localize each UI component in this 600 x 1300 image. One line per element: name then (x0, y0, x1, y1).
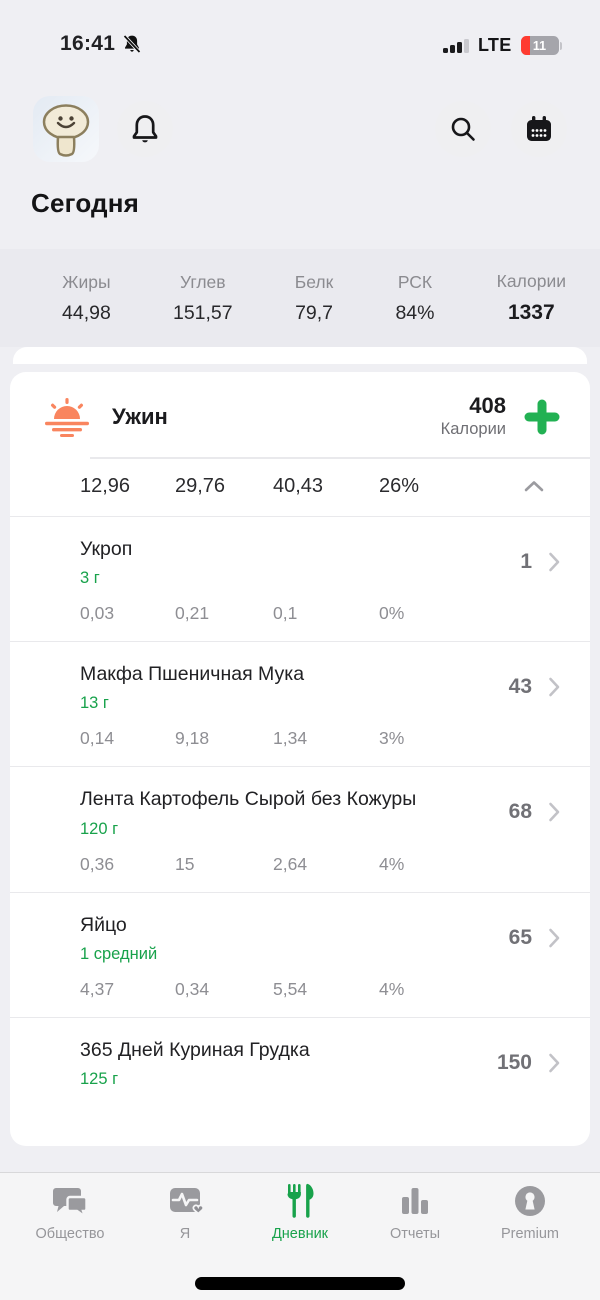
summary-carbs: Углев 151,57 (172, 272, 233, 324)
page-title: Сегодня (31, 188, 140, 218)
notifications-muted-icon (121, 33, 143, 55)
status-bar: 16:41 LTE 11 (0, 0, 600, 62)
tab-community[interactable]: Общество (18, 1182, 122, 1300)
food-calories: 150 (496, 1051, 532, 1075)
food-portion: 1 средний (80, 944, 158, 963)
fork-knife-icon (283, 1182, 317, 1220)
calendar-icon (524, 114, 554, 144)
health-pulse-icon (167, 1182, 203, 1220)
meal-calories-label: Калории (440, 420, 506, 439)
food-rda: 0% (379, 603, 405, 623)
food-item[interactable]: Укроп 3 г 1 0,03 0,21 0,1 0% (10, 515, 590, 641)
tab-reports[interactable]: Отчеты (363, 1182, 467, 1300)
collapse-meal-button[interactable] (520, 476, 548, 496)
meal-card-header: Ужин 408 Калории (10, 372, 590, 457)
summary-rda: РСК 84% (395, 272, 435, 324)
food-macros-row: 0,03 0,21 0,1 0% (10, 603, 590, 624)
food-fat: 4,37 (80, 978, 115, 999)
sunset-icon (44, 397, 90, 437)
food-protein: 2,64 (273, 853, 308, 874)
battery-icon: 11 (520, 36, 562, 55)
tab-me[interactable]: Я (133, 1182, 237, 1300)
cellular-signal-icon (442, 38, 469, 53)
plus-icon (523, 398, 561, 436)
food-item[interactable]: 365 Дней Куриная Грудка 125 г 150 (10, 1016, 590, 1106)
scrolled-card-edge (13, 347, 587, 364)
food-carbs: 15 (175, 853, 195, 874)
chevron-right-icon (548, 677, 560, 697)
meal-protein: 40,43 (273, 474, 324, 497)
add-food-button[interactable] (522, 397, 562, 437)
food-name: Яйцо (80, 913, 127, 936)
food-fat: 0,03 (80, 603, 115, 623)
bar-chart-icon (398, 1182, 432, 1220)
food-item[interactable]: Лента Картофель Сырой без Кожуры 120 г 6… (10, 766, 590, 891)
chevron-right-icon (548, 1053, 560, 1073)
food-portion: 3 г (80, 569, 100, 587)
meal-carbs: 29,76 (175, 474, 226, 497)
tab-bar: Общество Я Дневник (0, 1172, 600, 1300)
notifications-button[interactable] (117, 101, 173, 157)
food-rda: 3% (379, 728, 405, 749)
chevron-up-icon (524, 480, 544, 492)
food-carbs: 9,18 (175, 728, 210, 749)
app-header (33, 96, 567, 162)
food-name: Укроп (80, 537, 133, 560)
summary-protein: Белк 79,7 (294, 272, 334, 324)
daily-summary-bar[interactable]: Жиры 44,98 Углев 151,57 Белк 79,7 РСК 84… (0, 249, 600, 347)
chevron-right-icon (548, 928, 560, 948)
summary-calories: Калории 1337 (496, 271, 566, 324)
food-item[interactable]: Макфа Пшеничная Мука 13 г 43 0,14 9,18 1… (10, 641, 590, 766)
food-fat: 0,36 (80, 853, 115, 874)
chevron-right-icon (548, 552, 560, 572)
chat-bubbles-icon (52, 1182, 88, 1220)
search-button[interactable] (435, 101, 491, 157)
food-name: Макфа Пшеничная Мука (80, 663, 305, 685)
food-protein: 5,54 (273, 978, 308, 999)
food-macros-row: 0,36 15 2,64 4% (10, 854, 590, 875)
food-carbs: 0,21 (175, 603, 210, 623)
food-rda: 4% (379, 853, 405, 874)
summary-fat: Жиры 44,98 (62, 272, 111, 324)
food-portion: 125 г (80, 1070, 119, 1089)
calendar-button[interactable] (511, 101, 567, 157)
chevron-right-icon (548, 802, 560, 822)
meal-calories-value: 408 (469, 393, 506, 418)
food-calories: 68 (508, 800, 532, 824)
meal-macros-row: 12,96 29,76 40,43 26% (10, 459, 590, 516)
food-name: Лента Картофель Сырой без Кожуры (80, 788, 417, 811)
food-macros-row: 4,37 0,34 5,54 4% (10, 979, 590, 1000)
keyhole-icon (513, 1182, 547, 1220)
meal-fat: 12,96 (80, 474, 131, 497)
avatar[interactable] (33, 96, 99, 162)
bell-icon (130, 113, 160, 145)
food-calories: 1 (520, 549, 532, 573)
food-calories: 65 (508, 925, 532, 949)
food-fat: 0,14 (80, 728, 115, 749)
home-indicator[interactable] (195, 1277, 405, 1290)
food-item[interactable]: Яйцо 1 средний 65 4,37 0,34 5,54 4% (10, 891, 590, 1017)
food-carbs: 0,34 (175, 978, 210, 999)
status-time: 16:41 (60, 32, 116, 55)
tab-premium[interactable]: Premium (478, 1182, 582, 1300)
battery-percent: 11 (532, 38, 547, 53)
tab-diary[interactable]: Дневник (248, 1182, 352, 1300)
meal-title: Ужин (112, 403, 168, 429)
meal-card-dinner: Ужин 408 Калории 12,96 29,76 40,43 26% (10, 372, 590, 1147)
food-portion: 120 г (80, 819, 119, 838)
food-protein: 0,1 (273, 603, 298, 623)
food-macros-row: 0,14 9,18 1,34 3% (10, 728, 590, 749)
food-rda: 4% (379, 978, 405, 999)
food-portion: 13 г (80, 694, 109, 713)
food-protein: 1,34 (273, 728, 308, 749)
header-divider (90, 457, 590, 459)
meal-rda: 26% (379, 474, 420, 497)
food-calories: 43 (508, 675, 532, 699)
food-name: 365 Дней Куриная Грудка (80, 1038, 310, 1061)
search-icon (449, 115, 477, 143)
network-type-label: LTE (477, 35, 512, 55)
